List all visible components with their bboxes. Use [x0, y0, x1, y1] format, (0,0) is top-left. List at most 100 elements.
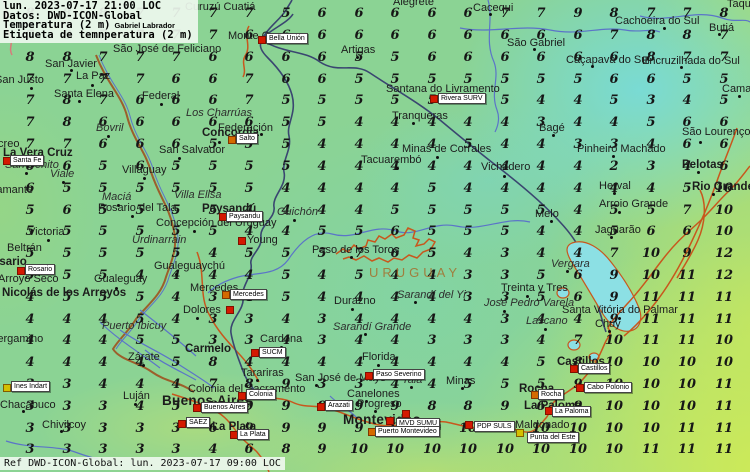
temp-value: 4 [244, 268, 254, 283]
uruguay-river-border [230, 13, 295, 396]
town-dot [377, 364, 380, 367]
temp-value: 6 [682, 224, 692, 239]
temp-value: 5 [682, 181, 692, 196]
temp-value: 6 [208, 72, 218, 87]
station-label[interactable]: La Paloma [552, 406, 592, 417]
station-label[interactable]: SUCM [259, 347, 286, 358]
city-label: Los Charrúas [186, 107, 253, 119]
station-marker[interactable] [570, 365, 578, 373]
temp-value: 6 [500, 50, 510, 65]
town-dot [712, 193, 715, 196]
temp-value: 6 [208, 421, 218, 436]
station-label[interactable]: Mercedes [230, 289, 267, 300]
station-label[interactable]: PDP SULS [474, 421, 515, 432]
temp-value: 5 [62, 224, 72, 239]
station-marker[interactable] [226, 306, 234, 314]
temp-value: 5 [98, 268, 108, 283]
temp-value: 4 [208, 246, 218, 261]
station-marker[interactable] [465, 421, 473, 429]
temp-value: 5 [25, 246, 35, 261]
station-marker[interactable] [178, 420, 186, 428]
temp-value: 4 [609, 115, 619, 130]
station-label[interactable]: Ines Indart [11, 381, 51, 392]
station-marker[interactable] [238, 237, 246, 245]
town-dot [566, 270, 569, 273]
station-label[interactable]: Rocha [538, 389, 565, 400]
station-label[interactable]: Buenos Aires [201, 402, 249, 413]
station-marker[interactable] [228, 136, 236, 144]
station-label[interactable]: Arazati [325, 400, 353, 411]
temp-value: 6 [463, 6, 473, 21]
temp-value: 4 [536, 224, 546, 239]
city-label: Vergara [551, 258, 590, 270]
temp-value: 6 [719, 115, 729, 130]
temp-value: 5 [609, 203, 619, 218]
temp-value: 9 [244, 399, 254, 414]
temp-value: 5 [208, 203, 218, 218]
station-label[interactable]: Punta del Este [527, 432, 579, 443]
station-marker[interactable] [258, 36, 266, 44]
station-label[interactable]: Puerto Montevideo [375, 426, 440, 437]
station-label[interactable]: Paso Severino [373, 369, 425, 380]
temp-value: 4 [390, 115, 400, 130]
temp-value: 4 [281, 181, 291, 196]
city-label: Pelotas [682, 159, 723, 171]
town-dot [60, 430, 63, 433]
station-label[interactable]: Salto [236, 133, 258, 144]
station-label[interactable]: Castillos [578, 363, 611, 374]
city-label: Progreso [357, 398, 402, 410]
temp-value: 5 [171, 355, 181, 370]
temp-value: 4 [98, 377, 108, 392]
town-dot [489, 13, 492, 16]
station-marker[interactable] [193, 404, 201, 412]
temp-value: 5 [98, 290, 108, 305]
temp-value: 3 [646, 159, 656, 174]
station-marker[interactable] [3, 384, 11, 392]
temp-value: 6 [25, 159, 35, 174]
station-label[interactable]: Colonia [246, 389, 276, 400]
temp-value: 9 [609, 268, 619, 283]
temp-value: 5 [98, 203, 108, 218]
station-marker[interactable] [238, 392, 246, 400]
station-label[interactable]: Bella Unión [266, 33, 308, 44]
station-label[interactable]: La Plata [237, 429, 269, 440]
station-label[interactable]: Cabo Polonio [584, 382, 633, 393]
station-label[interactable]: Paysandu [226, 211, 264, 222]
station-label[interactable]: SAEZ [186, 417, 211, 428]
argentina-brazil-border [261, 0, 293, 41]
map-header: lun. 2023-07-17 21:00 LOC Datos: DWD-ICO… [0, 0, 198, 43]
temp-value: 4 [135, 399, 145, 414]
station-label[interactable]: Rivera SURV [438, 93, 486, 104]
station-label[interactable]: Rosario [25, 264, 56, 275]
temp-value: 11 [677, 312, 697, 327]
station-marker[interactable] [386, 417, 394, 425]
temp-value: 3 [500, 312, 510, 327]
temp-value: 5 [500, 224, 510, 239]
temp-value: 7 [500, 6, 510, 21]
station-marker[interactable] [430, 95, 438, 103]
temp-value: 10 [677, 377, 697, 392]
temp-value: 6 [208, 50, 218, 65]
temp-value: 4 [354, 333, 364, 348]
station-marker[interactable] [317, 403, 325, 411]
city-label: Victoria [28, 226, 65, 238]
temp-value: 4 [573, 93, 583, 108]
station-marker[interactable] [576, 384, 584, 392]
station-marker[interactable] [222, 291, 230, 299]
station-marker[interactable] [251, 349, 259, 357]
city-label: Luján [123, 390, 150, 402]
temp-value: 3 [500, 246, 510, 261]
town-dot [612, 155, 615, 158]
station-marker[interactable] [402, 410, 410, 418]
temp-value: 4 [390, 333, 400, 348]
temp-value: 11 [641, 312, 661, 327]
station-label[interactable]: Santa Fe [10, 155, 45, 166]
temp-value: 7 [208, 6, 218, 21]
station-marker[interactable] [365, 372, 373, 380]
station-marker[interactable] [516, 429, 524, 437]
station-marker[interactable] [17, 267, 25, 275]
temp-value: 4 [98, 312, 108, 327]
temp-value: 5 [281, 93, 291, 108]
header-layer-name: Etiqueta de temnperatura (2 m) [3, 28, 193, 41]
